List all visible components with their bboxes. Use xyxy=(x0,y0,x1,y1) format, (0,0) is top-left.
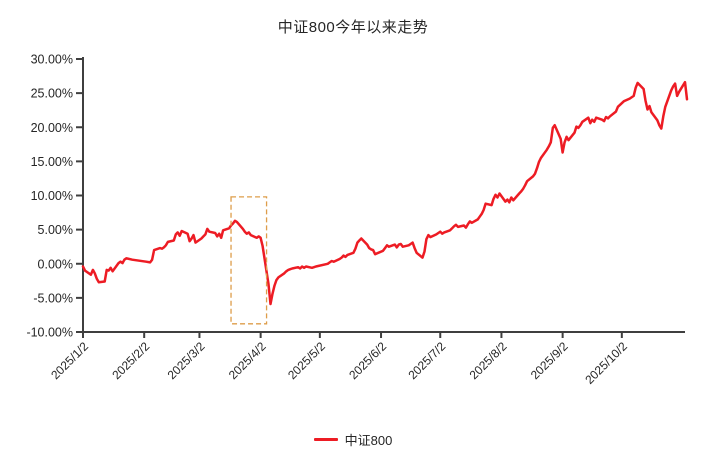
y-tick-label: 25.00% xyxy=(31,87,73,101)
x-tick-label: 2025/10/2 xyxy=(582,339,630,387)
series-line xyxy=(81,80,689,306)
x-tick-label: 2025/2/2 xyxy=(109,339,152,382)
y-tick-label: 10.00% xyxy=(31,189,73,203)
legend: 中证800 xyxy=(0,430,706,448)
x-tick-label: 2025/1/2 xyxy=(48,339,91,382)
y-tick-label: -5.00% xyxy=(33,291,73,305)
x-tick-label: 2025/8/2 xyxy=(467,339,510,382)
legend-label: 中证800 xyxy=(344,432,393,448)
y-tick-label: -10.00% xyxy=(26,326,73,340)
legend-line-swatch xyxy=(313,437,338,441)
x-tick-label: 2025/9/2 xyxy=(528,339,571,382)
x-tick-label: 2025/4/2 xyxy=(226,339,269,382)
x-tick-label: 2025/3/2 xyxy=(165,339,208,382)
y-tick-label: 5.00% xyxy=(38,223,73,237)
y-tick-label: 0.00% xyxy=(38,257,73,271)
x-tick-label: 2025/6/2 xyxy=(346,339,389,382)
y-tick-label: 15.00% xyxy=(31,155,73,169)
y-tick-label: 20.00% xyxy=(31,121,73,135)
highlight-box xyxy=(230,196,268,325)
x-tick-label: 2025/5/2 xyxy=(285,339,328,382)
x-tick-label: 2025/7/2 xyxy=(405,339,448,382)
chart-title: 中证800今年以来走势 xyxy=(277,19,429,36)
y-tick-label: 30.00% xyxy=(31,53,73,67)
